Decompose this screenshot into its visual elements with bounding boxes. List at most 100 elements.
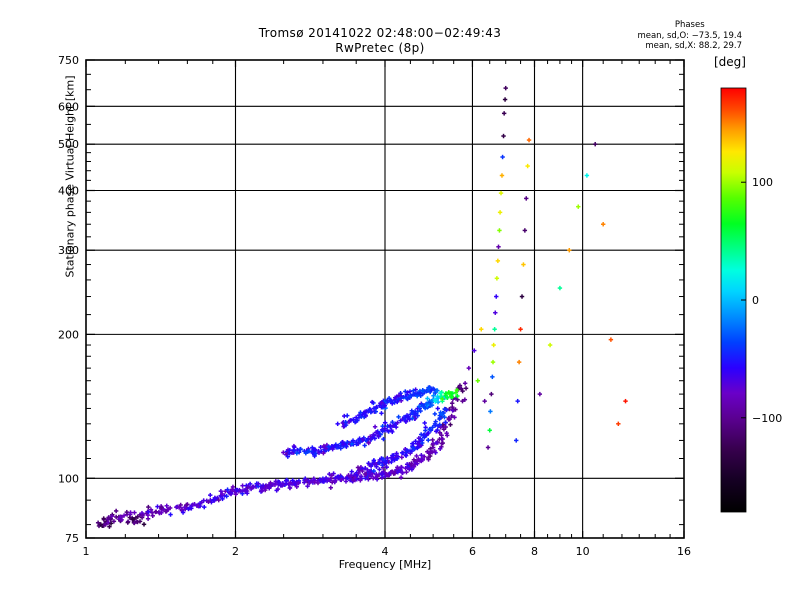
scatter-point [557,285,563,291]
scatter-point [373,475,378,480]
scatter-point [321,450,326,456]
scatter-point [382,403,387,408]
scatter-point [326,444,331,449]
scatter-point [275,486,281,492]
scatter-point [125,520,130,525]
scatter-point [119,517,124,523]
scatter-point [296,480,301,486]
scatter-point [350,438,356,443]
scatter-point [415,413,420,418]
scatter-point [398,475,404,480]
scatter-point [429,402,435,408]
scatter-point [371,458,376,463]
scatter-point [567,248,572,253]
scatter-point [256,481,261,486]
scatter-point [449,413,454,419]
scatter-point [450,404,455,410]
scatter-point [296,450,302,455]
scatter-point [243,488,248,493]
scatter-point [357,467,362,473]
scatter-point [372,436,378,441]
scatter-point [422,454,427,459]
scatter-point [233,492,239,497]
scatter-point [420,440,425,446]
scatter-point [322,478,327,483]
scatter-point [439,436,444,442]
scatter-point [399,455,404,460]
colorbar-tick-label: 100 [752,176,773,189]
scatter-point [519,294,525,299]
y-tick-label: 750 [58,54,79,67]
scatter-point [446,415,451,421]
scatter-point [346,473,351,478]
scatter-point [285,454,290,459]
scatter-point [343,479,349,484]
y-tick-label: 200 [58,328,79,341]
scatter-point [526,137,532,143]
scatter-point [409,467,415,472]
scatter-point [228,491,234,497]
scatter-point [345,413,350,418]
scatter-point [318,444,323,450]
scatter-point [403,389,408,394]
scatter-point [376,433,381,438]
scatter-point [492,327,497,332]
scatter-point [159,505,164,510]
scatter-point [327,471,332,477]
scatter-point [146,504,151,510]
scatter-point [447,406,452,412]
scatter-point [176,505,182,510]
axis-ticks [85,59,685,539]
scatter-point [501,111,507,116]
scatter-point [305,483,310,489]
scatter-point [448,422,453,427]
scatter-point [381,436,386,442]
scatter-point [497,228,502,233]
x-tick-label: 10 [576,545,590,558]
scatter-point [312,480,317,485]
scatter-point [415,459,420,464]
scatter-point [335,421,340,427]
scatter-point [417,439,422,444]
scatter-point [515,398,520,404]
scatter-point [422,420,427,426]
scatter-point [403,419,409,424]
scatter-point [385,398,390,404]
scatter-point [375,474,380,479]
scatter-point [419,453,424,458]
scatter-point [521,262,526,267]
scatter-point [490,374,495,380]
scatter-point [113,508,119,514]
scatter-point [354,441,359,447]
scatter-point [234,487,239,493]
scatter-point [366,408,371,413]
scatter-point [404,392,410,397]
scatter-point [431,387,437,392]
scatter-point [111,519,117,524]
scatter-point [326,477,332,482]
scatter-point [394,451,399,456]
title-line-1: Tromsø 20141022 02:48:00−02:49:43 [258,26,502,40]
scatter-point [433,429,439,434]
scatter-point [150,513,155,519]
scatter-point [266,484,272,489]
scatter-point [444,430,449,436]
scatter-point [400,470,405,476]
scatter-point [418,393,423,398]
scatter-point [446,390,451,395]
scatter-point [462,381,468,386]
scatter-point [352,419,358,425]
scatter-point [179,507,185,513]
scatter-point [374,404,379,410]
scatter-point [374,464,379,469]
scatter-point [164,503,169,509]
scatter-point [493,310,498,315]
scatter-point [440,440,446,446]
scatter-point [404,413,410,418]
scatter-point [390,401,395,406]
scatter-point [380,462,385,468]
scatter-point [422,434,427,439]
scatter-point [396,393,402,398]
scatter-point [321,443,327,449]
